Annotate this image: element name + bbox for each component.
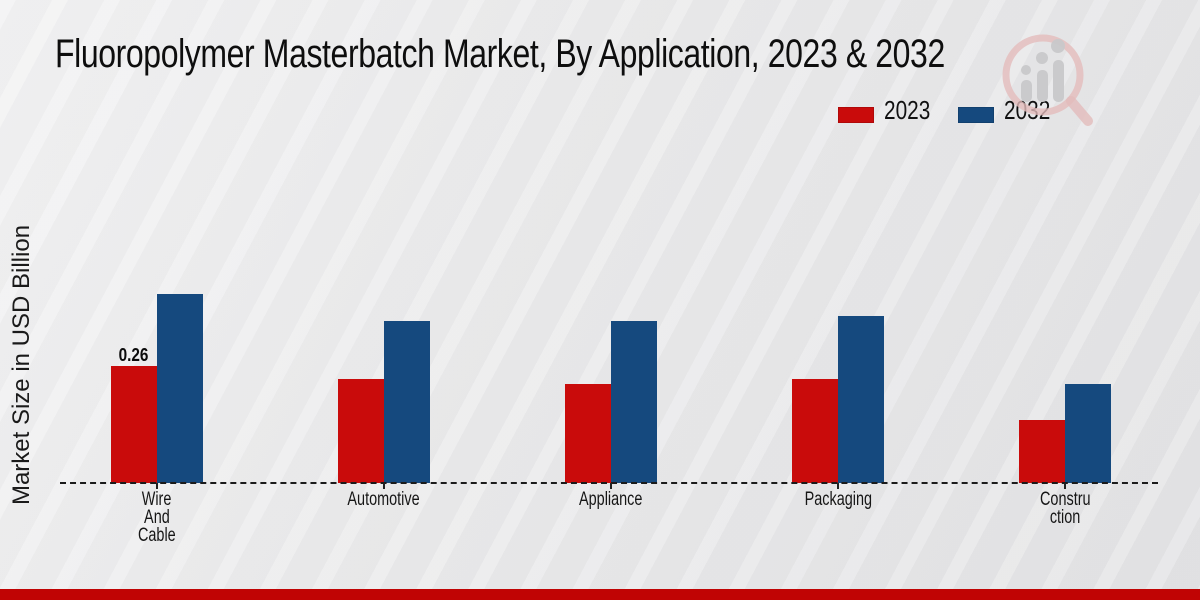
bar-2023-packaging (792, 379, 838, 483)
magnifier-bar-chart-logo-icon (1002, 34, 1093, 126)
bar-2032-automotive (384, 321, 430, 483)
bar-2023-automotive (338, 379, 384, 483)
chart-title-text: Fluoropolymer Masterbatch Market, By App… (55, 32, 945, 76)
page-title: Fluoropolymer Masterbatch Market, By App… (55, 30, 1167, 78)
bar-2032-construction (1065, 384, 1111, 483)
x-axis-tick-automotive (383, 483, 385, 489)
x-axis-tick-wire-and-cable (156, 483, 158, 489)
x-axis-tick-packaging (837, 483, 839, 489)
bar-2023-wire-and-cable (111, 366, 157, 483)
bar-2032-appliance (611, 321, 657, 483)
category-label-automotive: Automotive (347, 489, 421, 510)
bar-2023-appliance (565, 384, 611, 483)
y-axis-label: Market Size in USD Billion (8, 224, 35, 506)
legend-swatch-2023 (838, 107, 874, 123)
x-axis-baseline (60, 482, 1158, 484)
bar-2032-packaging (838, 316, 884, 483)
bar-2023-construction (1019, 420, 1065, 483)
category-label-appliance: Appliance (579, 489, 643, 510)
legend-label-2023: 2023 (884, 95, 931, 125)
data-label-2023-wire-and-cable: 0.26 (119, 345, 149, 365)
category-label-construction: Constru ction (1039, 489, 1091, 528)
category-label-packaging: Packaging (804, 489, 872, 510)
legend-swatch-2032 (958, 107, 994, 123)
x-axis-tick-construction (1064, 483, 1066, 489)
x-axis-tick-appliance (610, 483, 612, 489)
footer-accent-bar (0, 589, 1200, 600)
bar-2032-wire-and-cable (157, 294, 203, 483)
category-label-wire-and-cable: Wire And Cable (138, 489, 176, 546)
